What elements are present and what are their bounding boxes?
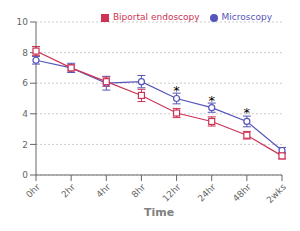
svg-text:10: 10 <box>17 17 29 27</box>
svg-text:2: 2 <box>22 140 28 150</box>
svg-text:8hr: 8hr <box>130 182 148 200</box>
svg-text:6: 6 <box>22 78 28 88</box>
svg-text:4: 4 <box>22 109 28 119</box>
html-text:Biportal endoscopy: Biportal endoscopy <box>112 12 200 22</box>
svg-text:2wks: 2wks <box>265 182 289 206</box>
svg-text:48hr: 48hr <box>231 182 253 204</box>
svg-text:0: 0 <box>22 170 28 180</box>
svg-text:2hr: 2hr <box>59 182 77 200</box>
svg-text:0hr: 0hr <box>24 182 42 200</box>
svg-text:24hr: 24hr <box>196 182 218 204</box>
svg-text:12hr: 12hr <box>161 182 183 204</box>
svg-text:Time: Time <box>144 206 174 219</box>
svg-text:*: * <box>244 105 251 120</box>
html-text:Microscopy: Microscopy <box>221 12 272 22</box>
svg-text:4hr: 4hr <box>94 182 112 200</box>
svg-text:8: 8 <box>22 48 28 58</box>
